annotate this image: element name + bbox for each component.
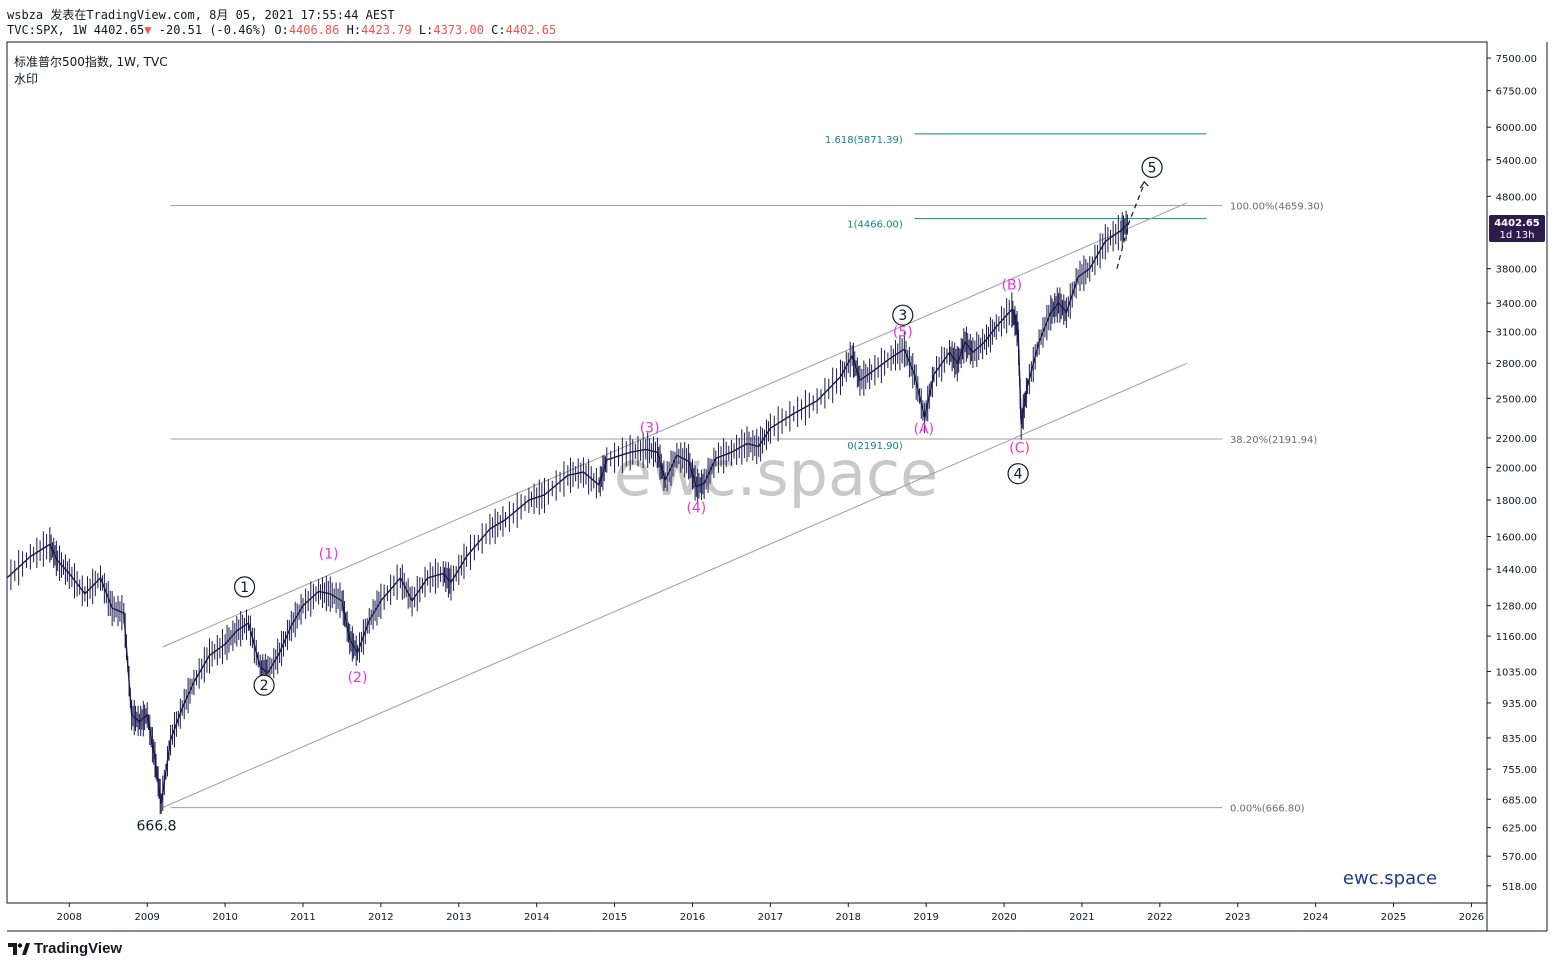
wave-circle-label: 4: [1014, 467, 1023, 483]
y-tick-label: 935.00: [1502, 699, 1537, 710]
change-down-icon: ▼: [144, 23, 152, 37]
x-tick-label: 2024: [1303, 912, 1328, 923]
x-tick-label: 2020: [991, 912, 1016, 923]
wave-circle-label: 3: [898, 308, 907, 324]
x-tick-label: 2025: [1381, 912, 1406, 923]
x-tick-label: 2026: [1459, 912, 1484, 923]
header-publish-line: wsbza 发表在TradingView.com, 8月 05, 2021 17…: [7, 8, 395, 22]
wave-circle-marker: [1007, 463, 1029, 485]
open-value: 4406.86: [288, 23, 340, 37]
fib-retracement-label: 38.20%(2191.94): [1230, 435, 1317, 446]
symbol-info: TVC:SPX, 1W 4402.65: [7, 23, 145, 37]
y-tick-label: 2000.00: [1496, 463, 1537, 474]
y-tick-label: 625.00: [1502, 824, 1537, 835]
legend-title: 标准普尔500指数, 1W, TVC: [14, 55, 168, 69]
y-tick-label: 1160.00: [1496, 632, 1537, 643]
legend-watermark: 水印: [14, 72, 39, 86]
brand-text: ewc.space: [1343, 868, 1437, 889]
wave-magenta-label: (1): [319, 547, 339, 563]
fib-extension-label: 1(4466.00): [847, 220, 903, 231]
fib-extension-label: 0(2191.90): [847, 441, 903, 452]
change-value: -20.51 (-0.46%): [158, 23, 268, 37]
y-tick-label: 755.00: [1502, 765, 1537, 776]
high-label: H:: [346, 23, 362, 37]
high-value: 4423.79: [361, 23, 412, 37]
fib-extension-label: 1.618(5871.39): [825, 135, 903, 146]
y-tick-label: 7500.00: [1496, 54, 1537, 65]
wave-magenta-label: (4): [686, 500, 706, 516]
wave-circle-marker: [1141, 156, 1163, 178]
header-ohlc-line: TVC:SPX, 1W 4402.65▼ -20.51 (-0.46%) O:4…: [7, 23, 556, 37]
wave-circle-label: 1: [240, 580, 249, 596]
y-tick-label: 1440.00: [1496, 565, 1537, 576]
x-tick-label: 2021: [1069, 912, 1094, 923]
current-price-label: 4402.65: [1494, 218, 1540, 229]
y-tick-label: 3100.00: [1496, 328, 1537, 339]
y-tick-label: 1035.00: [1496, 667, 1537, 678]
y-tick-label: 2200.00: [1496, 434, 1537, 445]
y-tick-label: 1600.00: [1496, 533, 1537, 544]
low-value: 4373.00: [433, 23, 484, 37]
x-tick-label: 2015: [602, 912, 627, 923]
wave-circle-marker: [892, 304, 914, 326]
y-tick-label: 2500.00: [1496, 394, 1537, 405]
x-tick-label: 2013: [446, 912, 471, 923]
wave-circle-marker: [233, 576, 256, 598]
wave-magenta-label: (5): [893, 325, 913, 341]
channel-upper-line: [162, 202, 1188, 648]
countdown-label: 1d 13h: [1500, 230, 1535, 241]
y-tick-label: 3400.00: [1496, 299, 1537, 310]
y-tick-label: 4800.00: [1496, 192, 1537, 203]
x-tick-label: 2011: [290, 912, 315, 923]
y-tick-label: 6750.00: [1496, 87, 1537, 98]
x-tick-label: 2012: [368, 912, 393, 923]
wave-circle-marker: [253, 674, 275, 696]
y-tick-label: 570.00: [1502, 852, 1537, 863]
projection-path: [1116, 183, 1145, 269]
x-tick-label: 2010: [212, 912, 237, 923]
y-tick-label: 518.00: [1502, 882, 1537, 893]
projection-arrow-icon: [1139, 180, 1149, 189]
logo-text: TradingView: [34, 940, 123, 957]
close-value: 4402.65: [505, 23, 557, 37]
y-tick-label: 5400.00: [1496, 156, 1537, 167]
fib-retracement-label: 100.00%(4659.30): [1230, 202, 1324, 213]
wave-circle-label: 2: [260, 678, 269, 694]
y-tick-label: 1800.00: [1496, 496, 1537, 507]
wave-circle-label: 5: [1148, 160, 1157, 176]
y-tick-label: 3800.00: [1496, 265, 1537, 276]
x-tick-label: 2018: [836, 912, 861, 923]
y-tick-label: 685.00: [1502, 795, 1537, 806]
chart-legend[interactable]: 标准普尔500指数, 1W, TVC 水印: [14, 54, 168, 88]
open-label: O:: [274, 23, 289, 37]
tradingview-logo-icon: [8, 942, 30, 955]
x-tick-label: 2014: [524, 912, 549, 923]
price-line: [6, 222, 1130, 804]
wave-magenta-label: (2): [348, 670, 368, 686]
x-tick-label: 2016: [680, 912, 705, 923]
y-tick-label: 6000.00: [1496, 123, 1537, 134]
x-tick-label: 2009: [134, 912, 159, 923]
current-price-tag: [1489, 215, 1545, 243]
x-tick-label: 2017: [758, 912, 783, 923]
low-price-label: 666.8: [137, 819, 177, 835]
y-tick-label: 1280.00: [1496, 602, 1537, 613]
wave-magenta-label: (3): [640, 420, 660, 436]
wave-magenta-label: (C): [1009, 440, 1030, 456]
fib-retracement-label: 0.00%(666.80): [1230, 804, 1305, 815]
x-tick-label: 2022: [1147, 912, 1172, 923]
wave-magenta-label: (A): [914, 422, 935, 438]
wave-magenta-label: (B): [1002, 278, 1023, 294]
tradingview-logo[interactable]: TradingView: [8, 940, 122, 957]
y-tick-label: 835.00: [1502, 734, 1537, 745]
x-tick-label: 2019: [913, 912, 938, 923]
low-label: L:: [418, 23, 434, 37]
close-label: C:: [491, 23, 506, 37]
channel-lower-line: [162, 362, 1188, 808]
x-tick-label: 2008: [57, 912, 82, 923]
x-tick-label: 2023: [1225, 912, 1250, 923]
y-tick-label: 2800.00: [1496, 359, 1537, 370]
